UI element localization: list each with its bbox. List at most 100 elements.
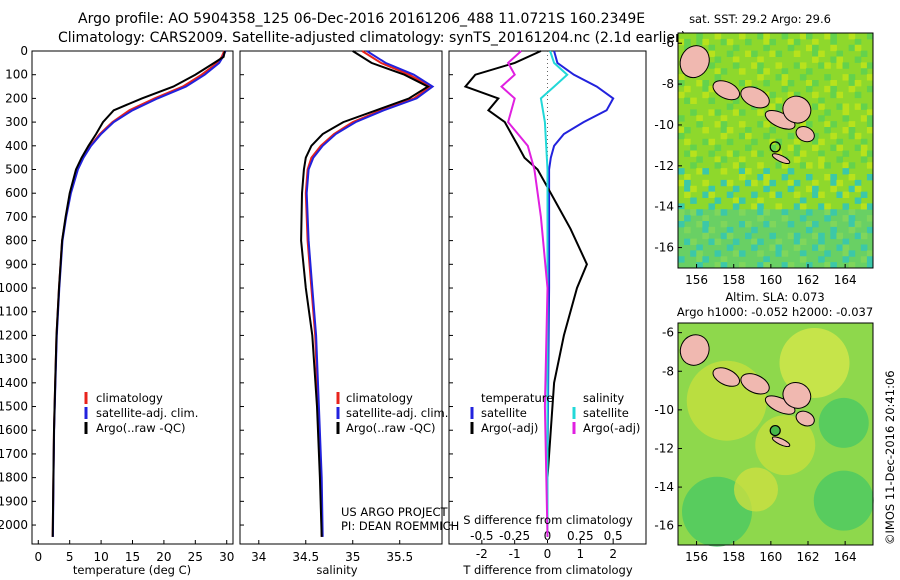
sst-cell [860, 144, 868, 151]
map-x-tick-label: 156 [685, 550, 708, 564]
sst-cell [830, 33, 837, 40]
title-line-2: Climatology: CARS2009. Satellite-adjuste… [58, 30, 686, 46]
series-line [463, 50, 588, 537]
sst-cell [702, 226, 709, 234]
sst-cell [793, 232, 801, 240]
legend-label: satellite-adj. clim. [346, 406, 448, 420]
sst-cell [824, 109, 831, 116]
sst-cell [793, 62, 801, 69]
map-x-tick-label: 160 [759, 550, 782, 564]
sst-cell [726, 232, 734, 240]
sst-cell [836, 244, 844, 251]
depth-tick-label: 1100 [0, 305, 28, 319]
sst-cell [854, 80, 862, 87]
sst-cell [738, 68, 746, 75]
sst-cell [732, 62, 740, 69]
sst-cell [751, 191, 758, 198]
sst-cell [818, 97, 825, 104]
sst-cell [830, 232, 837, 240]
sst-cell [842, 168, 850, 175]
sst-cell [793, 50, 801, 57]
sst-cell [830, 174, 837, 181]
sst-cell [812, 221, 819, 228]
sst-cell [678, 209, 685, 216]
sst-cell [763, 80, 770, 87]
temperature-legend: climatology satellite-adj. clim. Argo(..… [84, 391, 198, 435]
series-line [500, 50, 549, 537]
sst-cell [763, 209, 770, 216]
sst-cell [702, 80, 709, 87]
x-tick-label: -2 [476, 547, 488, 561]
sst-cell [854, 56, 862, 63]
island [795, 410, 815, 427]
temperature-axes [31, 50, 234, 545]
sst-cell [678, 127, 685, 134]
sst-cell [793, 156, 801, 163]
sst-cell [684, 191, 691, 198]
x-tick-label: 0 [544, 547, 552, 561]
sst-cell [775, 50, 783, 57]
sst-cell [848, 262, 856, 269]
sst-cell [726, 244, 734, 251]
legend-label: Argo(-adj) [481, 421, 538, 435]
sst-cell [866, 262, 874, 269]
map-y-tick-label: -6 [662, 326, 674, 340]
sst-cell [848, 127, 856, 134]
s-tick-label: 0.5 [604, 529, 623, 543]
sst-cell [848, 209, 856, 216]
sst-cell [702, 138, 709, 146]
sst-cell [763, 185, 770, 193]
sst-cell [848, 121, 856, 128]
sst-cell [799, 215, 807, 222]
sst-cell [745, 80, 752, 87]
series-line [539, 50, 569, 537]
sst-cell [690, 209, 697, 216]
sst-cell [812, 185, 819, 193]
sst-cell [702, 168, 709, 175]
sst-cell [848, 132, 856, 140]
sst-cell [799, 238, 807, 245]
sst-cell [799, 197, 807, 204]
sst-cell [769, 127, 776, 134]
x-tick-label: -1 [509, 547, 521, 561]
sst-cell [684, 127, 691, 134]
sst-cell [848, 185, 856, 193]
sst-cell [812, 56, 819, 63]
sst-cell [769, 191, 776, 198]
sst-cell [824, 174, 831, 181]
island [740, 373, 770, 395]
sst-cell [866, 250, 874, 257]
map-y-tick-label: -12 [654, 441, 674, 455]
sst-cell [678, 256, 685, 263]
sst-cell [702, 85, 709, 93]
sst-cell [690, 250, 697, 257]
sst-cell [805, 226, 813, 234]
sst-cell [866, 226, 874, 234]
sst-cell [818, 156, 825, 163]
sst-cell [805, 221, 813, 228]
sst-cell [842, 238, 850, 245]
project-credit: US ARGO PROJECT [341, 505, 449, 519]
sst-cell [690, 144, 697, 151]
legend-label: Argo(..raw -QC) [96, 421, 186, 435]
map-y-tick-label: -10 [654, 403, 674, 417]
sst-cell [757, 262, 764, 269]
sst-cell [720, 179, 728, 187]
depth-tick-label: 300 [5, 115, 28, 129]
sst-cell [702, 221, 709, 228]
sst-cell [726, 226, 734, 234]
sst-cell [799, 74, 807, 81]
sst-cell [854, 103, 862, 110]
sst-cell [763, 256, 770, 263]
sst-cell [860, 138, 868, 146]
sst-cell [842, 127, 850, 134]
sst-cell [708, 62, 716, 69]
sst-cell [775, 138, 783, 146]
map-frame [677, 32, 874, 269]
sst-cell [757, 209, 764, 216]
sst-cell [720, 209, 728, 216]
sst-cell [866, 256, 874, 263]
sst-cell [836, 232, 844, 240]
sst-cell [684, 215, 691, 222]
sst-cell [860, 203, 868, 210]
